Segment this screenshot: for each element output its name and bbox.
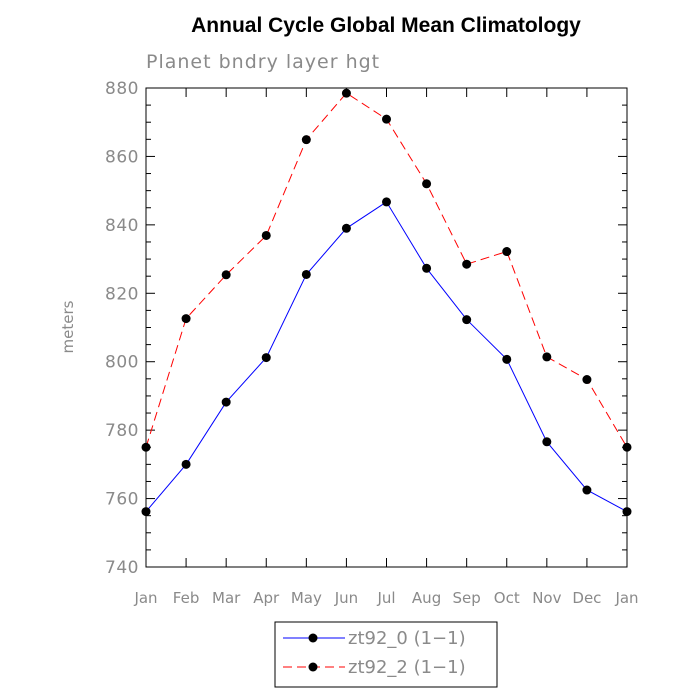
y-tick-label: 880 bbox=[105, 79, 139, 99]
plot-frame bbox=[145, 87, 628, 568]
data-point-s0 bbox=[462, 315, 472, 325]
data-point-s0 bbox=[502, 354, 512, 364]
data-point-s0 bbox=[542, 437, 552, 447]
series-line-1 bbox=[145, 92, 628, 448]
x-tick-label: Mar bbox=[212, 589, 241, 607]
legend-marker-zt92-0 bbox=[308, 633, 318, 643]
chart-title: Annual Cycle Global Mean Climatology bbox=[191, 14, 581, 37]
series-layer bbox=[141, 88, 632, 517]
data-point-s0 bbox=[301, 269, 311, 279]
y-tick-label: 760 bbox=[105, 490, 139, 510]
legend-box bbox=[274, 621, 498, 688]
series-line-0 bbox=[145, 201, 628, 513]
data-point-s1 bbox=[382, 114, 391, 124]
x-axis-ticks: Jan Feb Mar Apr May Jun Jul Aug Sep Oct Nov Dec Jan bbox=[133, 88, 639, 607]
y-tick-label: 820 bbox=[105, 284, 139, 304]
legend-label-zt92-0: zt92_0 (1−1) bbox=[348, 628, 466, 649]
data-point-s0 bbox=[422, 263, 432, 273]
x-tick-label: Feb bbox=[173, 589, 200, 607]
x-tick-label: Jul bbox=[376, 589, 395, 607]
x-tick-label: Sep bbox=[453, 589, 481, 607]
y-axis-label: meters bbox=[59, 300, 77, 353]
y-tick-label: 860 bbox=[105, 147, 139, 167]
data-point-s1 bbox=[221, 270, 231, 280]
x-tick-label: Oct bbox=[494, 589, 520, 607]
y-tick-label: 800 bbox=[105, 353, 139, 373]
data-point-s1 bbox=[141, 442, 151, 452]
x-tick-label: Apr bbox=[253, 589, 280, 607]
data-point-s1 bbox=[542, 352, 552, 362]
data-point-s1 bbox=[462, 259, 472, 269]
x-tick-label: Aug bbox=[412, 589, 441, 607]
x-tick-label: May bbox=[291, 589, 322, 607]
y-tick-label: 740 bbox=[105, 558, 139, 578]
x-tick-label: Nov bbox=[532, 589, 561, 607]
data-point-s1 bbox=[502, 247, 512, 257]
data-point-s0 bbox=[261, 353, 271, 363]
y-tick-label: 780 bbox=[105, 421, 139, 441]
data-point-s1 bbox=[341, 88, 351, 98]
data-point-s0 bbox=[221, 397, 231, 407]
data-point-s0 bbox=[141, 507, 151, 517]
data-point-s1 bbox=[181, 314, 191, 324]
x-tick-label: Jan bbox=[614, 589, 638, 607]
legend-label-zt92-2: zt92_2 (1−1) bbox=[348, 657, 466, 678]
legend: zt92_0 (1−1) zt92_2 (1−1) bbox=[274, 621, 498, 688]
x-tick-label: Jan bbox=[133, 589, 157, 607]
x-tick-label: Jun bbox=[334, 589, 358, 607]
data-point-s1 bbox=[582, 375, 592, 385]
legend-marker-zt92-2 bbox=[308, 662, 318, 672]
x-tick-label: Dec bbox=[572, 589, 601, 607]
data-point-s0 bbox=[382, 197, 391, 207]
y-tick-label: 840 bbox=[105, 216, 139, 236]
data-point-s0 bbox=[582, 485, 592, 495]
data-point-s0 bbox=[341, 223, 351, 233]
data-point-s0 bbox=[622, 507, 632, 517]
data-point-s1 bbox=[301, 135, 311, 145]
data-point-s0 bbox=[181, 459, 191, 469]
chart-subtitle: Planet bndry layer hgt bbox=[146, 51, 380, 73]
data-point-s1 bbox=[422, 179, 432, 189]
data-point-s1 bbox=[622, 442, 632, 452]
data-point-s1 bbox=[261, 230, 271, 240]
y-axis-ticks: 740 760 780 800 820 840 860 880 bbox=[105, 79, 627, 578]
